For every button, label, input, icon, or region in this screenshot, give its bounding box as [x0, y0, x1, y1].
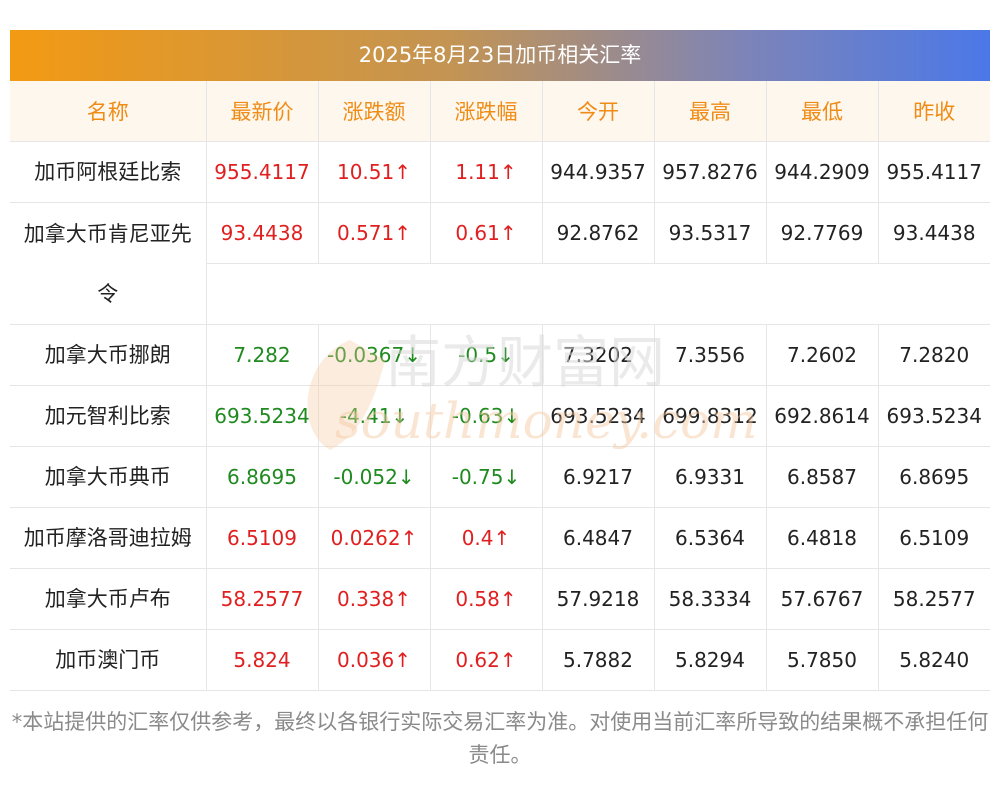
high-price: 6.5364 [654, 507, 767, 569]
currency-pair-name: 加币摩洛哥迪拉姆 [10, 507, 207, 569]
open-price: 57.9218 [542, 568, 655, 630]
currency-pair-name: 加币阿根廷比索 [10, 141, 207, 203]
table-row: 加币澳门币 5.824 0.036↑ 0.62↑ 5.7882 5.8294 5.7850 5… [10, 629, 990, 691]
prev-close: 693.5234 [878, 385, 990, 447]
low-price: 692.8614 [766, 385, 879, 447]
currency-pair-name: 加拿大币肯尼亚先令 [10, 202, 207, 325]
change-pct: 0.4↑ [430, 507, 543, 569]
change-amount: -0.0367↓ [318, 324, 431, 386]
low-price: 6.4818 [766, 507, 879, 569]
latest-price: 955.4117 [206, 141, 319, 203]
table-row: 加元智利比索 693.5234 -4.41↓ -0.63↓ 693.5234 699.83… [10, 385, 990, 447]
prev-close: 955.4117 [878, 141, 990, 203]
high-price: 699.8312 [654, 385, 767, 447]
table-row: 加币阿根廷比索 955.4117 10.51↑ 1.11↑ 944.9357 957.82… [10, 141, 990, 203]
high-price: 7.3556 [654, 324, 767, 386]
col-header-prev: 昨收 [878, 81, 990, 142]
latest-price: 58.2577 [206, 568, 319, 630]
open-price: 944.9357 [542, 141, 655, 203]
currency-pair-name: 加币澳门币 [10, 629, 207, 691]
latest-price: 6.8695 [206, 446, 319, 508]
col-header-open: 今开 [542, 81, 655, 142]
prev-close: 7.2820 [878, 324, 990, 386]
open-price: 92.8762 [542, 202, 655, 264]
rates-table: 名称 最新价 涨跌额 涨跌幅 今开 最高 最低 昨收 加币阿根廷比索 955.41… [10, 81, 990, 691]
table-row: 加拿大币典币 6.8695 -0.052↓ -0.75↓ 6.9217 6.9331 6.8… [10, 446, 990, 508]
prev-close: 6.5109 [878, 507, 990, 569]
latest-price: 7.282 [206, 324, 319, 386]
latest-price: 93.4438 [206, 202, 319, 264]
low-price: 57.6767 [766, 568, 879, 630]
open-price: 6.9217 [542, 446, 655, 508]
latest-price: 6.5109 [206, 507, 319, 569]
change-amount: 0.036↑ [318, 629, 431, 691]
high-price: 5.8294 [654, 629, 767, 691]
change-amount: 0.571↑ [318, 202, 431, 264]
currency-pair-name: 加元智利比索 [10, 385, 207, 447]
change-amount: -4.41↓ [318, 385, 431, 447]
page-title: 2025年8月23日加币相关汇率 [10, 30, 990, 81]
open-price: 5.7882 [542, 629, 655, 691]
low-price: 6.8587 [766, 446, 879, 508]
low-price: 7.2602 [766, 324, 879, 386]
latest-price: 5.824 [206, 629, 319, 691]
row-continuation [10, 263, 990, 325]
change-pct: 1.11↑ [430, 141, 543, 203]
high-price: 93.5317 [654, 202, 767, 264]
high-price: 58.3334 [654, 568, 767, 630]
change-amount: 0.338↑ [318, 568, 431, 630]
empty-cell [206, 263, 990, 325]
col-header-high: 最高 [654, 81, 767, 142]
high-price: 6.9331 [654, 446, 767, 508]
prev-close: 93.4438 [878, 202, 990, 264]
col-header-latest: 最新价 [206, 81, 319, 142]
table-header-row: 名称 最新价 涨跌额 涨跌幅 今开 最高 最低 昨收 [10, 81, 990, 142]
low-price: 92.7769 [766, 202, 879, 264]
currency-pair-name: 加拿大币典币 [10, 446, 207, 508]
prev-close: 5.8240 [878, 629, 990, 691]
change-pct: 0.62↑ [430, 629, 543, 691]
prev-close: 58.2577 [878, 568, 990, 630]
rate-panel: 2025年8月23日加币相关汇率 名称 最新价 涨跌额 涨跌幅 今开 最高 最低… [10, 30, 990, 691]
col-header-name: 名称 [10, 81, 207, 142]
change-pct: -0.63↓ [430, 385, 543, 447]
change-pct: 0.58↑ [430, 568, 543, 630]
change-pct: -0.5↓ [430, 324, 543, 386]
change-amount: 10.51↑ [318, 141, 431, 203]
currency-pair-name: 加拿大币卢布 [10, 568, 207, 630]
table-row: 加拿大币卢布 58.2577 0.338↑ 0.58↑ 57.9218 58.3334 57… [10, 568, 990, 630]
col-header-pct: 涨跌幅 [430, 81, 543, 142]
table-row: 加币摩洛哥迪拉姆 6.5109 0.0262↑ 0.4↑ 6.4847 6.5364 6.4… [10, 507, 990, 569]
low-price: 944.2909 [766, 141, 879, 203]
currency-pair-name: 加拿大币挪朗 [10, 324, 207, 386]
change-amount: 0.0262↑ [318, 507, 431, 569]
disclaimer: *本站提供的汇率仅供参考，最终以各银行实际交易汇率为准。对使用当前汇率所导致的结… [11, 710, 989, 767]
low-price: 5.7850 [766, 629, 879, 691]
open-price: 6.4847 [542, 507, 655, 569]
high-price: 957.8276 [654, 141, 767, 203]
change-amount: -0.052↓ [318, 446, 431, 508]
change-pct: 0.61↑ [430, 202, 543, 264]
col-header-change: 涨跌额 [318, 81, 431, 142]
table-row: 加拿大币挪朗 7.282 -0.0367↓ -0.5↓ 7.3202 7.3556 7.26… [10, 324, 990, 386]
open-price: 693.5234 [542, 385, 655, 447]
open-price: 7.3202 [542, 324, 655, 386]
prev-close: 6.8695 [878, 446, 990, 508]
col-header-low: 最低 [766, 81, 879, 142]
latest-price: 693.5234 [206, 385, 319, 447]
table-row: 加拿大币肯尼亚先令 93.4438 0.571↑ 0.61↑ 92.8762 93.531… [10, 202, 990, 325]
change-pct: -0.75↓ [430, 446, 543, 508]
